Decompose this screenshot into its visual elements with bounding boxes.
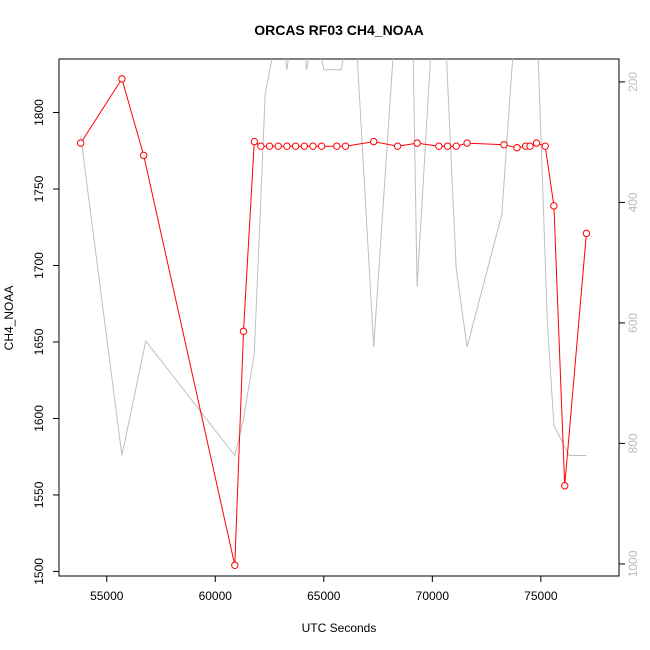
x-tick-label: 70000	[416, 589, 450, 603]
x-axis-label: UTC Seconds	[302, 621, 377, 635]
y-tick-label: 1550	[32, 481, 46, 508]
x-tick-label: 60000	[199, 589, 233, 603]
ch4-data-point	[300, 142, 308, 150]
ch4-data-point	[532, 139, 541, 147]
ch4-data-point	[513, 144, 521, 152]
ch4-data-point	[413, 139, 421, 147]
ch4-data-point	[309, 142, 317, 150]
y-tick-label: 1650	[32, 328, 46, 355]
ch4-data-point	[500, 140, 508, 149]
ch4-series-line	[80, 77, 587, 566]
y2-tick-label: 200	[626, 72, 640, 92]
ch4-data-point	[561, 482, 569, 490]
x-tick-label: 55000	[90, 589, 124, 603]
y2-tick-label: 400	[626, 192, 640, 212]
ch4-data-point	[250, 137, 259, 146]
x-tick-label: 75000	[524, 589, 558, 603]
ch4-data-point	[341, 142, 350, 150]
x-tick-label: 65000	[307, 589, 341, 603]
ch4-data-point	[582, 229, 591, 238]
ch4-data-point	[541, 142, 549, 150]
ch4-data-point	[265, 142, 274, 150]
axes-layer: 55000 60000 65000 70000 75000 1500 1550 1600 165…	[32, 72, 640, 603]
ch4-data-point	[370, 137, 378, 146]
ch4-data-point	[231, 561, 239, 569]
y-tick-label: 1750	[32, 175, 46, 202]
y2-tick-label: 800	[626, 433, 640, 453]
ch4-data-point	[463, 139, 471, 147]
ch4-data-point	[317, 142, 326, 150]
ch4-data-point	[77, 139, 85, 147]
ch4-data-point	[435, 142, 443, 150]
ch4-data-point	[550, 202, 558, 210]
y-tick-label: 1600	[32, 405, 46, 432]
ch4-data-point	[274, 142, 282, 150]
y-tick-label: 1800	[32, 99, 46, 126]
y-axis-label: CH4_NOAA	[2, 286, 16, 351]
gray-series-line	[80, 59, 587, 457]
plot-area	[58, 58, 620, 577]
ch4-data-point	[443, 142, 452, 150]
ch4-data-point	[283, 142, 291, 150]
y2-tick-label: 600	[626, 313, 640, 333]
chart-title: ORCAS RF03 CH4_NOAA	[254, 22, 424, 38]
y-tick-label: 1700	[32, 252, 46, 279]
ch4-data-point	[139, 151, 148, 160]
y2-tick-label: 1000	[626, 550, 640, 577]
y-tick-label: 1500	[32, 558, 46, 585]
ch4-data-point	[452, 142, 460, 150]
ch4-data-point	[526, 142, 534, 150]
ch4-data-point	[333, 142, 341, 150]
ch4-data-point	[239, 327, 248, 335]
ch4-data-point	[257, 142, 265, 150]
ch4-data-point	[118, 75, 126, 83]
series-layer	[77, 59, 591, 569]
ch4-data-point	[393, 142, 402, 150]
ch4-data-point	[291, 142, 300, 150]
